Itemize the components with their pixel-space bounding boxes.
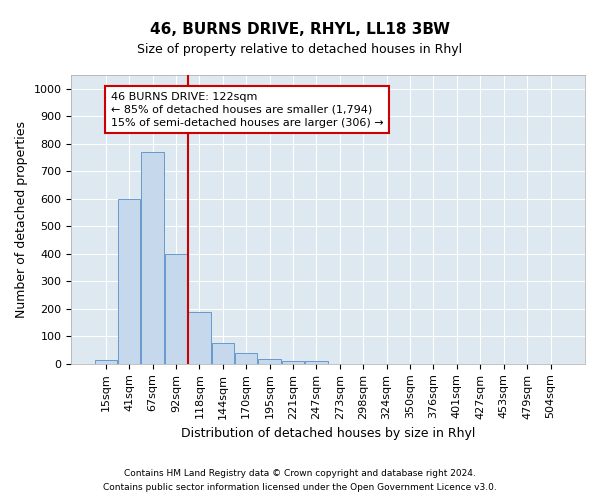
Text: Contains HM Land Registry data © Crown copyright and database right 2024.: Contains HM Land Registry data © Crown c…	[124, 468, 476, 477]
Text: Size of property relative to detached houses in Rhyl: Size of property relative to detached ho…	[137, 42, 463, 56]
Bar	[305, 361, 328, 364]
Bar	[282, 360, 304, 364]
Bar	[165, 254, 187, 364]
Text: Contains public sector information licensed under the Open Government Licence v3: Contains public sector information licen…	[103, 484, 497, 492]
Bar	[188, 312, 211, 364]
Bar	[212, 343, 234, 364]
Y-axis label: Number of detached properties: Number of detached properties	[15, 121, 28, 318]
Bar	[95, 360, 117, 364]
Bar	[259, 359, 281, 364]
Text: 46, BURNS DRIVE, RHYL, LL18 3BW: 46, BURNS DRIVE, RHYL, LL18 3BW	[150, 22, 450, 38]
Bar	[118, 199, 140, 364]
Text: 46 BURNS DRIVE: 122sqm
← 85% of detached houses are smaller (1,794)
15% of semi-: 46 BURNS DRIVE: 122sqm ← 85% of detached…	[111, 92, 383, 128]
X-axis label: Distribution of detached houses by size in Rhyl: Distribution of detached houses by size …	[181, 427, 475, 440]
Bar	[142, 152, 164, 364]
Bar	[235, 353, 257, 364]
